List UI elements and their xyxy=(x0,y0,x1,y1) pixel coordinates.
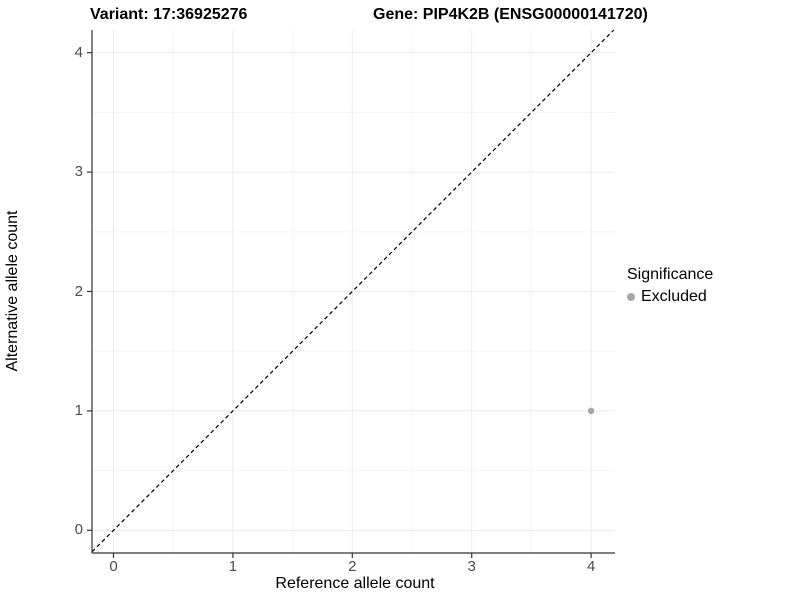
data-point xyxy=(587,407,595,415)
y-tick-label: 4 xyxy=(74,43,83,61)
x-tick-label: 0 xyxy=(109,558,118,575)
legend: Significance Excluded xyxy=(627,266,713,306)
y-tick-label: 2 xyxy=(74,282,83,300)
legend-item-excluded: Excluded xyxy=(627,288,713,306)
y-axis-label: Alternative allele count xyxy=(4,210,21,372)
x-tick-label: 3 xyxy=(467,558,476,575)
identity-dashed-line xyxy=(91,29,615,553)
legend-title: Significance xyxy=(627,266,714,283)
x-tick-label: 1 xyxy=(228,558,238,575)
plot-title-gene: Gene: PIP4K2B (ENSG00000141720) xyxy=(373,6,648,23)
x-axis-label: Reference allele count xyxy=(275,575,435,592)
legend-point-icon xyxy=(627,293,635,301)
x-tick-label: 4 xyxy=(586,558,596,575)
x-tick-label: 2 xyxy=(348,558,357,575)
legend-item-label: Excluded xyxy=(641,288,707,305)
plot-title-variant: Variant: 17:36925276 xyxy=(90,6,248,23)
y-tick-label: 3 xyxy=(74,163,83,181)
y-tick-label: 1 xyxy=(74,401,83,419)
y-tick-label: 0 xyxy=(74,521,83,539)
